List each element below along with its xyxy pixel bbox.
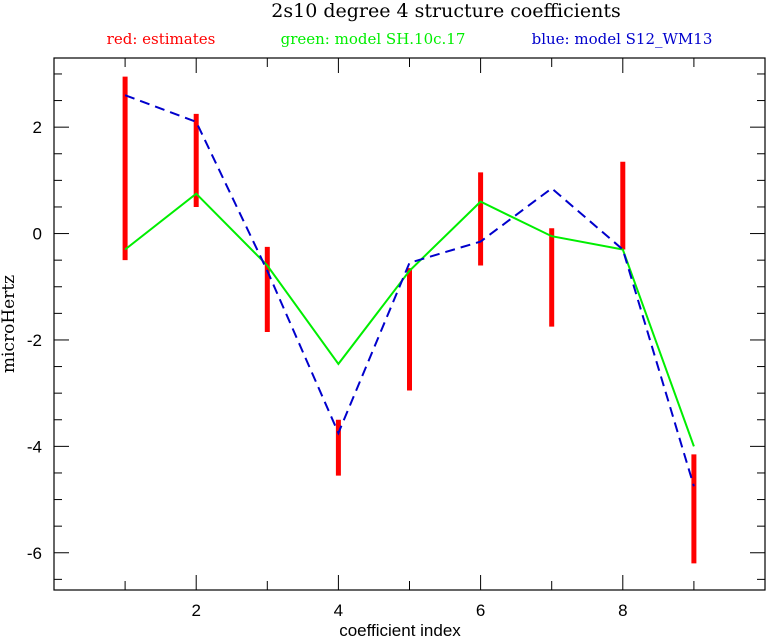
x-tick-label: 8 xyxy=(618,601,627,620)
series-line-green-model xyxy=(124,192,695,447)
x-tick-label: 2 xyxy=(191,601,200,620)
x-axis-label: coefficient index xyxy=(339,621,461,640)
y-axis-label: microHertz xyxy=(0,275,19,373)
x-tick-label: 4 xyxy=(334,601,343,620)
series-line-blue-model xyxy=(124,94,695,487)
y-tick-label: 0 xyxy=(33,225,42,244)
y-tick-label: -2 xyxy=(27,331,42,350)
x-tick-label: 6 xyxy=(476,601,485,620)
axis-ticks: 2 4 6 8 -6 -4 -2 0 2 xyxy=(27,58,765,620)
chart-title: 2s10 degree 4 structure coefficients xyxy=(271,0,620,22)
y-tick-label: 2 xyxy=(33,118,42,137)
legend-entry-blue-model: blue: model S12_WM13 xyxy=(532,30,713,48)
y-tick-label: -4 xyxy=(27,437,42,456)
plot-area xyxy=(122,76,697,564)
legend-entry-green-model: green: model SH.10c.17 xyxy=(281,30,466,48)
y-tick-label: -6 xyxy=(27,544,42,563)
legend-entry-estimates: red: estimates xyxy=(107,30,216,48)
